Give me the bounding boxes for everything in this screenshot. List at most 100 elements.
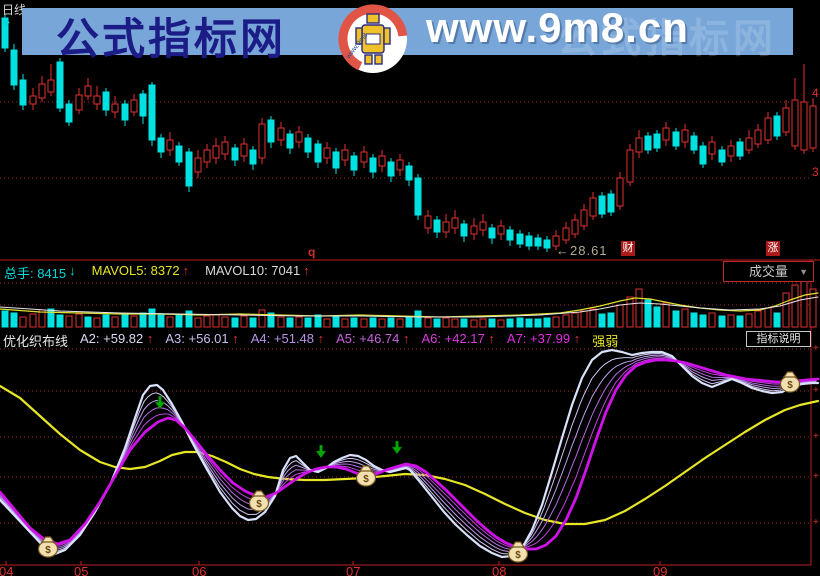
volume-bar [451,318,459,328]
candlestick [175,145,183,163]
candlestick [644,135,652,151]
volume-bar [295,316,303,328]
candlestick [405,165,413,181]
candlestick [699,145,707,165]
volume-bar [708,312,716,328]
indicator-value-item: A5: +46.74 ↑ [336,331,409,350]
volume-bar [130,315,138,328]
candlestick [29,95,37,105]
volume-bar [249,317,257,328]
volume-bar [277,316,285,328]
volume-bar [653,306,661,328]
volume-bar [414,310,422,328]
volume-bar [506,318,514,328]
volume-selector-label: 成交量 [748,264,788,279]
volume-bar [488,318,496,328]
volume-bar [10,312,18,328]
candlestick [791,99,799,147]
volume-bar [562,314,570,328]
sell-arrow-icon [154,395,166,410]
sell-arrow-icon [315,444,327,459]
news-flag[interactable]: 财 [621,241,635,256]
volume-header-value: MAVOL5: 8372 [91,263,180,278]
banner-site-name: 公式指标网 [56,16,286,64]
volume-bar [754,310,762,328]
money-bag-icon [251,490,267,497]
money-bag-icon [510,541,526,548]
volume-bar [304,317,312,328]
volume-bar [424,317,432,328]
candlestick [690,135,698,151]
volume-bar [56,314,64,328]
candlestick [672,131,680,147]
candlestick [589,197,597,217]
candlestick [424,215,432,229]
candlestick [773,115,781,137]
candlestick [65,103,73,123]
candlestick [626,149,634,183]
volume-bar [111,316,119,328]
candlestick [38,83,46,99]
candlestick [130,99,138,113]
candlestick [56,61,64,109]
arrow-up-icon: ↑ [303,263,310,278]
volume-bar [102,314,110,328]
volume-bar [166,316,174,328]
money-bag-icon: $ [45,545,51,556]
candlestick [764,117,772,141]
volume-bar [727,314,735,328]
9m8-coin-mascot-logo: www.9m8 [335,1,411,77]
right-tick-label: + [813,385,819,396]
candlestick [258,123,266,159]
volume-bar [203,315,211,328]
volume-header-value: 总手: 8415 [4,266,67,281]
candlestick [662,127,670,141]
news-flag[interactable]: 涨 [766,241,780,256]
month-axis-label: 05 [74,564,89,576]
candlestick [470,225,478,235]
candlestick [451,217,459,229]
volume-bar [341,318,349,328]
candlestick [754,129,762,145]
candlestick [607,193,615,213]
indicator-value: A5: +46.74 [336,331,404,346]
volume-bar [626,296,634,328]
candlestick [543,239,551,249]
candlestick [782,107,790,133]
money-bag-icon [40,536,56,543]
volume-bar [525,318,533,328]
volume-bar [314,314,322,328]
volume-bar [442,317,450,328]
arrow-down-icon: ↓ [69,263,76,278]
volume-bar [479,318,487,328]
candlestick [231,147,239,161]
indicator-info-button[interactable]: 指标说明 [746,331,811,347]
weave-line-white [0,348,820,559]
volume-bar [93,317,101,328]
volume-bar [194,317,202,328]
indicator-value: A2: +59.82 [80,331,147,346]
chart-period-label: 日线 [2,3,27,17]
volume-bar [607,312,615,328]
volume-indicator-selector[interactable]: 成交量 ▼ [723,261,814,282]
candlestick [203,149,211,163]
candlestick [442,221,450,233]
volume-header-value: MAVOL10: 7041 [205,263,301,278]
money-bag-icon: $ [256,499,262,510]
volume-bar [644,299,652,328]
candlestick [488,227,496,239]
volume-bar [662,302,670,328]
candlestick [1,17,9,49]
month-axis-label: 08 [492,564,507,576]
candlestick [19,79,27,106]
indicator-value: A4: +51.48 [250,331,318,346]
candlestick [479,221,487,231]
candlestick [433,219,441,233]
candlestick [332,151,340,169]
volume-bar [221,316,229,328]
candlestick [708,141,716,155]
volume-bar [332,316,340,328]
candlestick [414,177,422,216]
